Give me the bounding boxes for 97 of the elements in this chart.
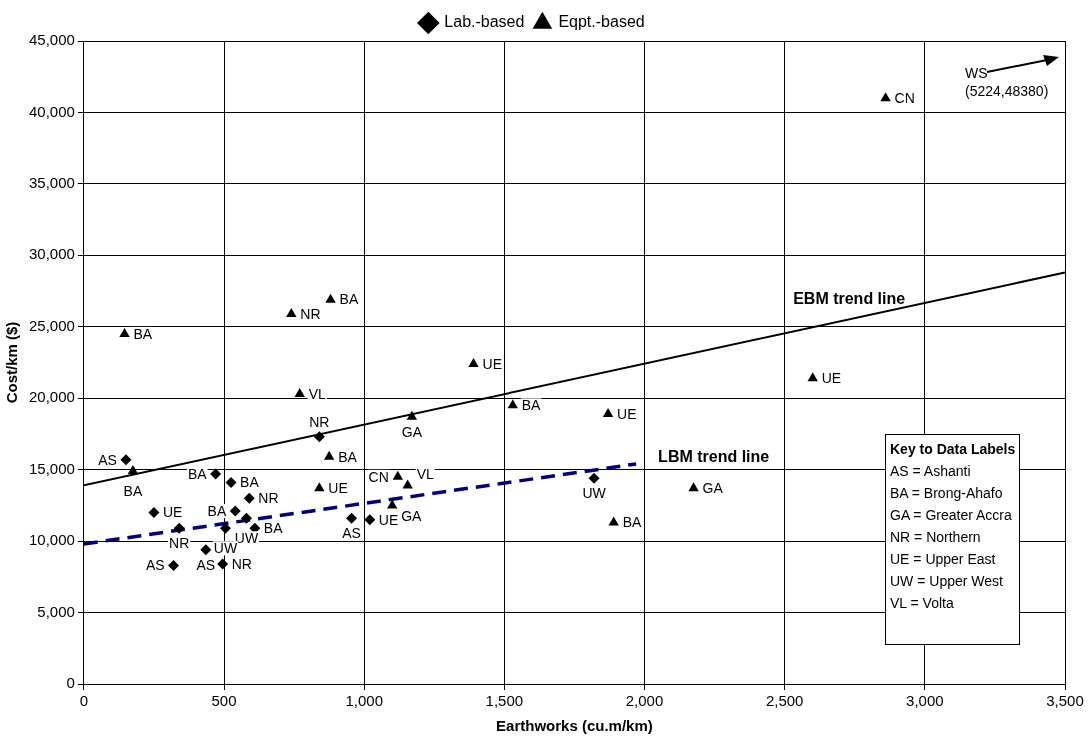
point [406,410,418,420]
point [243,492,255,504]
x-tick-label: 3,500 [1046,692,1084,710]
point [346,512,358,524]
data-label: VL [308,385,327,402]
data-label: NR [169,535,190,552]
annotation: AS = Ashanti [890,461,972,481]
point [392,470,404,480]
y-tick-label: 15,000 [28,459,75,477]
y-tick-label: 20,000 [28,388,75,406]
data-label: BA [263,520,284,537]
x-tick-label: 1,500 [485,692,524,710]
y-tick-label: 40,000 [28,102,75,120]
point [688,482,699,492]
x-tick-label: 1,000 [345,692,383,710]
data-label: NR [231,555,252,572]
point [210,468,222,480]
data-label: NR [258,490,279,507]
data-label: BA [133,325,153,342]
data-label: CN [368,468,389,485]
data-label: UE [378,511,399,528]
annotation: Key to Data Labels [890,439,1016,459]
data-label: AS [342,525,361,542]
y-tick-label: 45,000 [28,31,75,49]
point [127,465,139,475]
point [602,407,614,417]
legend-label: Lab.-based [444,13,525,31]
point [807,372,818,382]
point [229,505,241,517]
annotation: UW = Upper West [890,571,1004,591]
y-tick-label: 25,000 [28,316,75,334]
data-label: BA [338,448,358,465]
y-tick-label: 30,000 [28,245,75,263]
data-label: BA [240,474,260,491]
data-label: UW [582,485,607,502]
y-tick-label: 35,000 [28,174,75,192]
annotation: GA = Greater Accra [890,505,1013,525]
annotation: WS [965,65,988,81]
point [314,482,325,492]
data-label: BA [207,502,227,519]
legend-label: Eqpt.-based [558,13,645,31]
x-tick-label: 0 [79,692,89,710]
data-label: UE [328,480,348,497]
x-tick-label: 500 [211,692,237,710]
x-tick-label: 2,500 [765,692,804,710]
data-label: BA [123,482,143,499]
annotation: (5224,48380) [965,83,1049,99]
data-label: UE [162,504,183,521]
data-label: AS [98,451,117,468]
point [468,357,479,367]
point [119,327,130,337]
data-label: GA [401,508,423,525]
point [120,454,132,466]
annotation: NR = Northern [890,527,982,547]
point [323,450,335,460]
point [286,307,297,317]
data-label: BA [521,397,542,414]
point [148,507,160,519]
data-label: BA [339,291,359,308]
x-axis-title: Earthworks (cu.m/km) [496,717,653,735]
data-label: UE [482,355,502,372]
data-label: GA [401,423,423,440]
y-tick-label: 0 [66,674,75,692]
series-label: LBM trend line [658,448,770,466]
y-tick-label: 5,000 [37,602,75,620]
annotation: VL = Volta [890,593,955,613]
point [608,516,619,526]
series-label: EBM trend line [793,289,906,307]
data-label: AS [145,557,165,574]
data-label: UE [617,405,637,422]
x-tick-label: 2,000 [625,692,664,710]
point [168,559,180,571]
annotation: UE = Upper East [890,549,997,569]
point [240,512,252,524]
annotation: BA = Brong-Ahafo [890,483,1004,503]
y-tick-label: 10,000 [28,531,75,549]
point [200,544,212,556]
data-label: UE [821,370,842,387]
point [173,522,185,534]
data-label: VL [416,466,434,483]
point [364,514,376,526]
point [325,293,336,303]
data-label: NR [309,413,330,430]
data-label: BA [622,514,643,531]
x-tick-label: 3,000 [906,692,944,710]
data-label: AS [196,556,216,573]
point [225,477,237,489]
point [294,387,305,397]
y-axis-title: Cost/km ($) [3,321,21,404]
data-label: NR [300,305,321,322]
point [588,472,600,484]
point [219,522,231,534]
data-label: GA [702,480,724,497]
data-label: CN [894,90,915,107]
point [217,558,229,570]
data-label: BA [187,465,208,482]
point [313,431,325,443]
